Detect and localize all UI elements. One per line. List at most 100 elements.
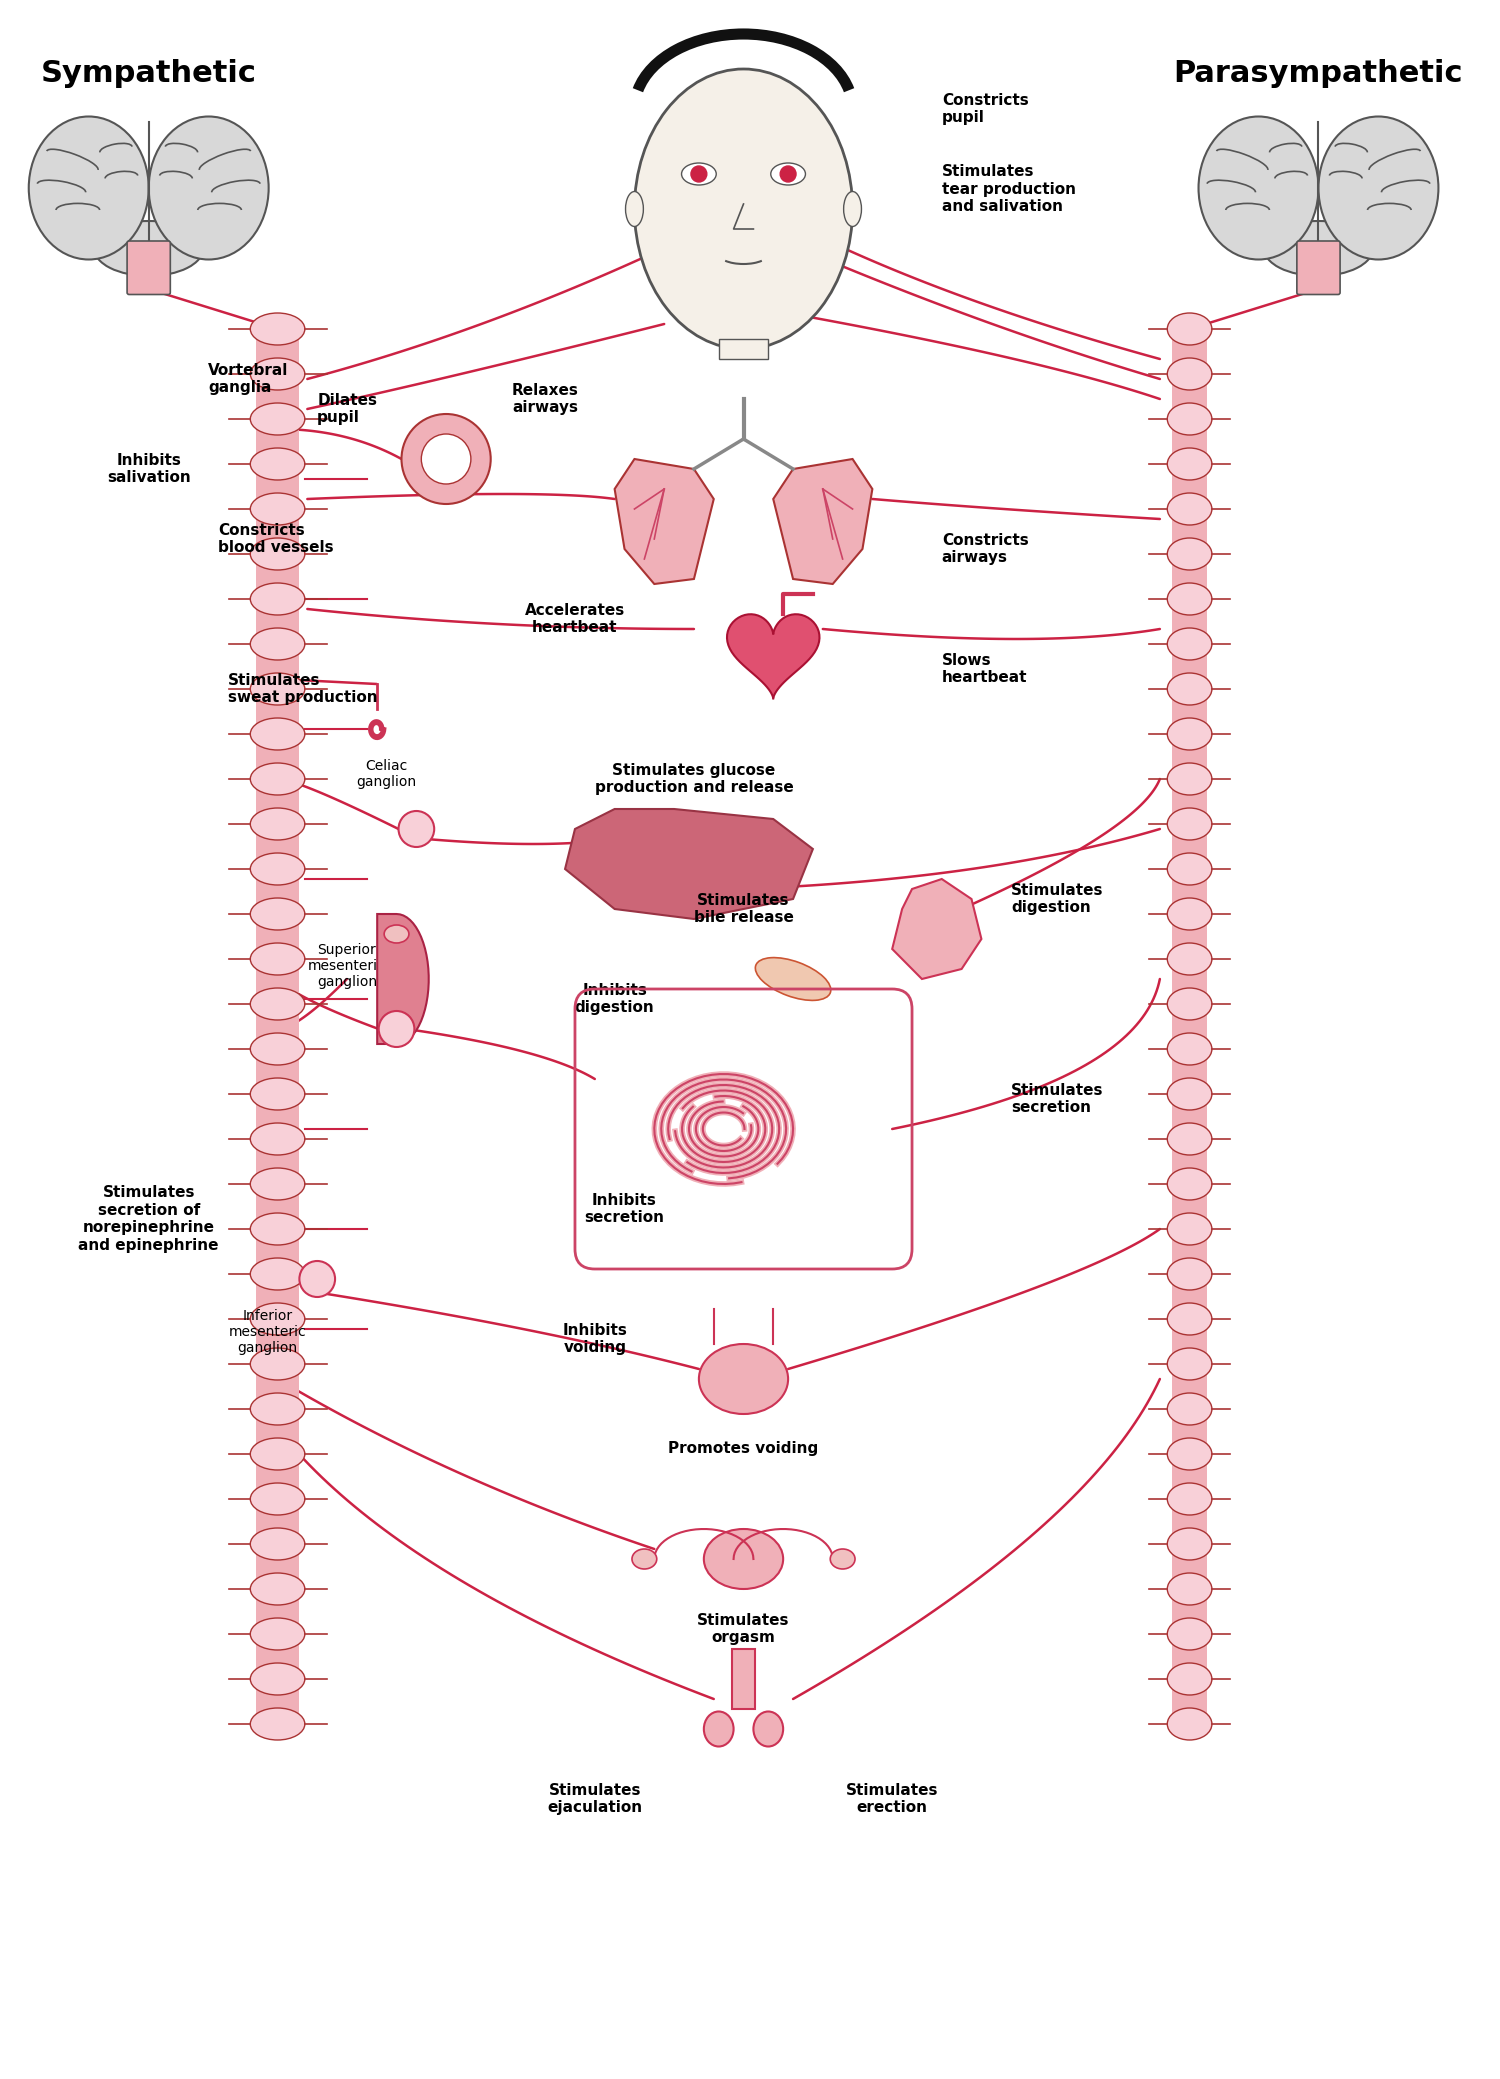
Ellipse shape [699, 1343, 788, 1414]
Ellipse shape [1167, 314, 1212, 345]
Bar [1172, 328, 1208, 1730]
Text: Stimulates
secretion: Stimulates secretion [1011, 1083, 1104, 1114]
Ellipse shape [251, 717, 305, 751]
Text: Constricts
blood vessels: Constricts blood vessels [217, 522, 333, 555]
Ellipse shape [632, 1549, 657, 1570]
Ellipse shape [1264, 220, 1372, 277]
Text: Stimulates
ejaculation: Stimulates ejaculation [548, 1784, 642, 1815]
Ellipse shape [251, 1079, 305, 1110]
Polygon shape [772, 459, 873, 584]
Ellipse shape [251, 898, 305, 929]
Text: Constricts
airways: Constricts airways [942, 532, 1029, 565]
Ellipse shape [1198, 116, 1318, 260]
Ellipse shape [1318, 116, 1438, 260]
Circle shape [780, 166, 796, 183]
Ellipse shape [251, 1617, 305, 1651]
Ellipse shape [251, 1482, 305, 1516]
Text: Inferior
mesenteric
ganglion: Inferior mesenteric ganglion [230, 1310, 306, 1356]
Text: Inhibits
secretion: Inhibits secretion [585, 1193, 664, 1225]
Polygon shape [615, 459, 714, 584]
Ellipse shape [1167, 1663, 1212, 1694]
Ellipse shape [1167, 1347, 1212, 1380]
Ellipse shape [251, 1574, 305, 1605]
Bar [732, 1649, 756, 1709]
Ellipse shape [681, 162, 716, 185]
Bar [256, 328, 300, 1730]
FancyBboxPatch shape [1298, 241, 1340, 295]
Text: Promotes voiding: Promotes voiding [669, 1441, 819, 1457]
Ellipse shape [753, 1711, 783, 1746]
Ellipse shape [1167, 944, 1212, 975]
Ellipse shape [251, 1212, 305, 1245]
Text: Inhibits
digestion: Inhibits digestion [574, 983, 654, 1015]
Ellipse shape [251, 582, 305, 615]
Text: Stimulates
digestion: Stimulates digestion [1011, 884, 1104, 915]
Polygon shape [892, 879, 981, 979]
Ellipse shape [1167, 674, 1212, 705]
Text: Slows
heartbeat: Slows heartbeat [942, 653, 1028, 686]
Ellipse shape [94, 220, 202, 277]
Ellipse shape [251, 1709, 305, 1740]
Text: Stimulates
orgasm: Stimulates orgasm [698, 1613, 789, 1644]
Ellipse shape [1167, 1482, 1212, 1516]
Ellipse shape [756, 958, 831, 1000]
Ellipse shape [251, 403, 305, 435]
Ellipse shape [1167, 1123, 1212, 1156]
Ellipse shape [251, 538, 305, 570]
Ellipse shape [251, 1033, 305, 1064]
Ellipse shape [1167, 403, 1212, 435]
Text: Stimulates glucose
production and release: Stimulates glucose production and releas… [594, 763, 794, 794]
Text: Relaxes
airways: Relaxes airways [512, 383, 579, 416]
Text: Accelerates
heartbeat: Accelerates heartbeat [525, 603, 626, 636]
Ellipse shape [626, 191, 644, 227]
Ellipse shape [1167, 358, 1212, 391]
Ellipse shape [384, 925, 410, 944]
Ellipse shape [1167, 628, 1212, 659]
Text: Inhibits
voiding: Inhibits voiding [562, 1322, 627, 1356]
Ellipse shape [1167, 1304, 1212, 1335]
Ellipse shape [830, 1549, 855, 1570]
Ellipse shape [1167, 809, 1212, 840]
Ellipse shape [148, 116, 268, 260]
Ellipse shape [1167, 582, 1212, 615]
Ellipse shape [843, 191, 861, 227]
Text: Superior
mesenteric
ganglion: Superior mesenteric ganglion [308, 942, 386, 990]
Text: Constricts
pupil: Constricts pupil [942, 94, 1029, 125]
Text: Dilates
pupil: Dilates pupil [316, 393, 376, 426]
Ellipse shape [251, 674, 305, 705]
Ellipse shape [251, 1393, 305, 1424]
Circle shape [402, 414, 490, 503]
Ellipse shape [704, 1711, 734, 1746]
Ellipse shape [251, 1528, 305, 1559]
Ellipse shape [251, 944, 305, 975]
Ellipse shape [251, 1347, 305, 1380]
Polygon shape [376, 915, 429, 1044]
Bar [718, 339, 768, 360]
Circle shape [300, 1262, 334, 1297]
Ellipse shape [1167, 1033, 1212, 1064]
Polygon shape [566, 809, 813, 919]
Text: Inhibits
salivation: Inhibits salivation [106, 453, 190, 484]
Ellipse shape [251, 1123, 305, 1156]
Text: Stimulates
tear production
and salivation: Stimulates tear production and salivatio… [942, 164, 1076, 214]
Text: Stimulates
secretion of
norepinephrine
and epinephrine: Stimulates secretion of norepinephrine a… [78, 1185, 219, 1254]
Ellipse shape [1167, 1168, 1212, 1200]
Circle shape [378, 1010, 414, 1048]
Ellipse shape [1167, 1574, 1212, 1605]
Circle shape [399, 811, 433, 846]
Ellipse shape [1167, 1258, 1212, 1289]
Ellipse shape [1167, 447, 1212, 480]
Text: Sympathetic: Sympathetic [40, 58, 256, 87]
Text: Vortebral
ganglia: Vortebral ganglia [209, 364, 288, 395]
Ellipse shape [1167, 898, 1212, 929]
Text: Stimulates
erection: Stimulates erection [846, 1784, 939, 1815]
Ellipse shape [1167, 1393, 1212, 1424]
Ellipse shape [251, 1439, 305, 1470]
Text: Celiac
ganglion: Celiac ganglion [357, 759, 417, 790]
Ellipse shape [1167, 1528, 1212, 1559]
Ellipse shape [1167, 538, 1212, 570]
Ellipse shape [1167, 1212, 1212, 1245]
Ellipse shape [251, 314, 305, 345]
Ellipse shape [251, 852, 305, 886]
Ellipse shape [1167, 717, 1212, 751]
